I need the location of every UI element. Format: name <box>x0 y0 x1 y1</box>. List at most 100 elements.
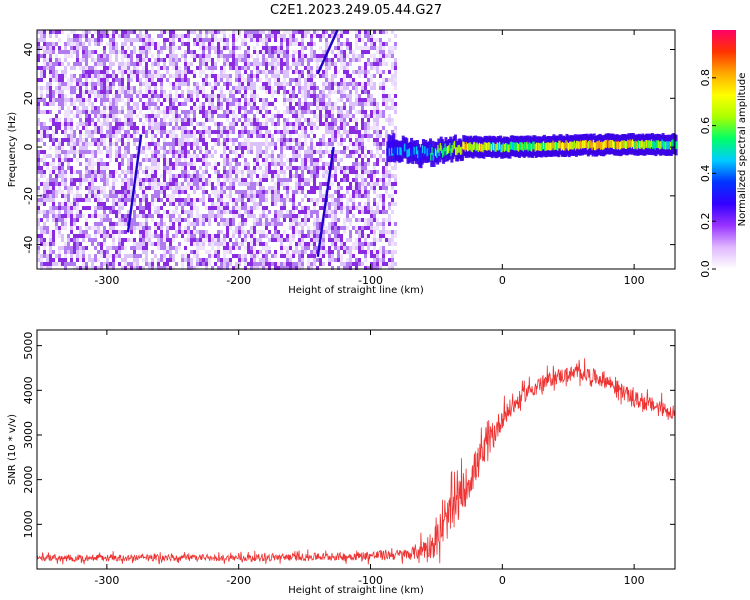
noise-cell <box>160 94 163 98</box>
noise-cell <box>253 74 256 78</box>
noise-cell <box>238 190 241 194</box>
noise-cell <box>118 78 121 82</box>
noise-cell <box>181 254 184 258</box>
noise-cell <box>148 242 151 246</box>
noise-cell <box>49 98 52 102</box>
noise-cell <box>205 30 208 34</box>
noise-cell <box>256 118 259 122</box>
noise-cell <box>193 74 196 78</box>
noise-cell <box>148 146 151 150</box>
noise-cell <box>148 202 151 206</box>
noise-cell <box>193 186 196 190</box>
noise-cell <box>124 190 127 194</box>
noise-cell <box>94 194 97 198</box>
noise-cell <box>379 246 382 250</box>
noise-cell <box>193 58 196 62</box>
noise-cell <box>37 234 40 238</box>
noise-cell <box>271 238 274 242</box>
noise-cell <box>220 86 223 90</box>
noise-cell <box>127 106 130 110</box>
noise-cell <box>226 78 229 82</box>
noise-cell <box>124 38 127 42</box>
noise-cell <box>133 66 136 70</box>
noise-cell <box>187 226 190 230</box>
noise-cell <box>52 134 55 138</box>
noise-cell <box>145 66 148 70</box>
noise-cell <box>253 242 256 246</box>
noise-cell <box>157 126 160 130</box>
noise-cell <box>73 250 76 254</box>
noise-cell <box>349 134 352 138</box>
noise-cell <box>175 230 178 234</box>
noise-cell <box>127 194 130 198</box>
noise-cell <box>247 34 250 38</box>
noise-cell <box>142 198 145 202</box>
noise-cell <box>97 226 100 230</box>
noise-cell <box>322 94 325 98</box>
noise-cell <box>319 106 322 110</box>
noise-cell <box>337 38 340 42</box>
noise-cell <box>307 230 310 234</box>
noise-cell <box>211 234 214 238</box>
noise-cell <box>193 82 196 86</box>
noise-cell <box>256 110 259 114</box>
noise-cell <box>85 58 88 62</box>
noise-cell <box>232 98 235 102</box>
noise-cell <box>109 170 112 174</box>
noise-cell <box>148 174 151 178</box>
noise-cell <box>55 70 58 74</box>
noise-cell <box>238 82 241 86</box>
noise-cell <box>61 106 64 110</box>
noise-cell <box>94 154 97 158</box>
noise-cell <box>355 54 358 58</box>
noise-cell <box>337 158 340 162</box>
noise-cell <box>70 118 73 122</box>
noise-cell <box>43 170 46 174</box>
noise-cell <box>256 54 259 58</box>
noise-cell <box>367 78 370 82</box>
noise-cell <box>355 266 358 270</box>
noise-cell <box>223 166 226 170</box>
noise-cell <box>163 182 166 186</box>
noise-cell <box>187 194 190 198</box>
noise-cell <box>76 62 79 66</box>
noise-cell <box>376 210 379 214</box>
noise-cell <box>94 82 97 86</box>
spectrogram-streak <box>316 29 339 75</box>
noise-cell <box>367 70 370 74</box>
noise-cell <box>172 174 175 178</box>
noise-cell <box>58 186 61 190</box>
noise-cell <box>208 182 211 186</box>
noise-cell <box>313 86 316 90</box>
noise-cell <box>181 154 184 158</box>
noise-cell <box>367 34 370 38</box>
noise-cell <box>145 118 148 122</box>
noise-cell <box>364 30 367 34</box>
noise-cell <box>274 262 277 266</box>
noise-cell <box>241 150 244 154</box>
noise-cell <box>199 102 202 106</box>
noise-cell <box>112 142 115 146</box>
noise-cell <box>202 230 205 234</box>
noise-cell <box>343 130 346 134</box>
noise-cell <box>292 166 295 170</box>
noise-cell <box>151 258 154 262</box>
noise-cell <box>331 110 334 114</box>
noise-cell <box>211 246 214 250</box>
noise-cell <box>145 94 148 98</box>
noise-cell <box>205 38 208 42</box>
noise-cell <box>280 206 283 210</box>
noise-cell <box>178 114 181 118</box>
noise-cell <box>109 150 112 154</box>
noise-cell <box>142 238 145 242</box>
noise-cell <box>256 38 259 42</box>
noise-cell <box>130 74 133 78</box>
noise-cell <box>334 70 337 74</box>
noise-cell <box>394 46 397 50</box>
noise-cell <box>148 50 151 54</box>
noise-cell <box>64 74 67 78</box>
noise-cell <box>70 238 73 242</box>
noise-cell <box>64 266 67 270</box>
noise-cell <box>262 186 265 190</box>
noise-cell <box>76 202 79 206</box>
